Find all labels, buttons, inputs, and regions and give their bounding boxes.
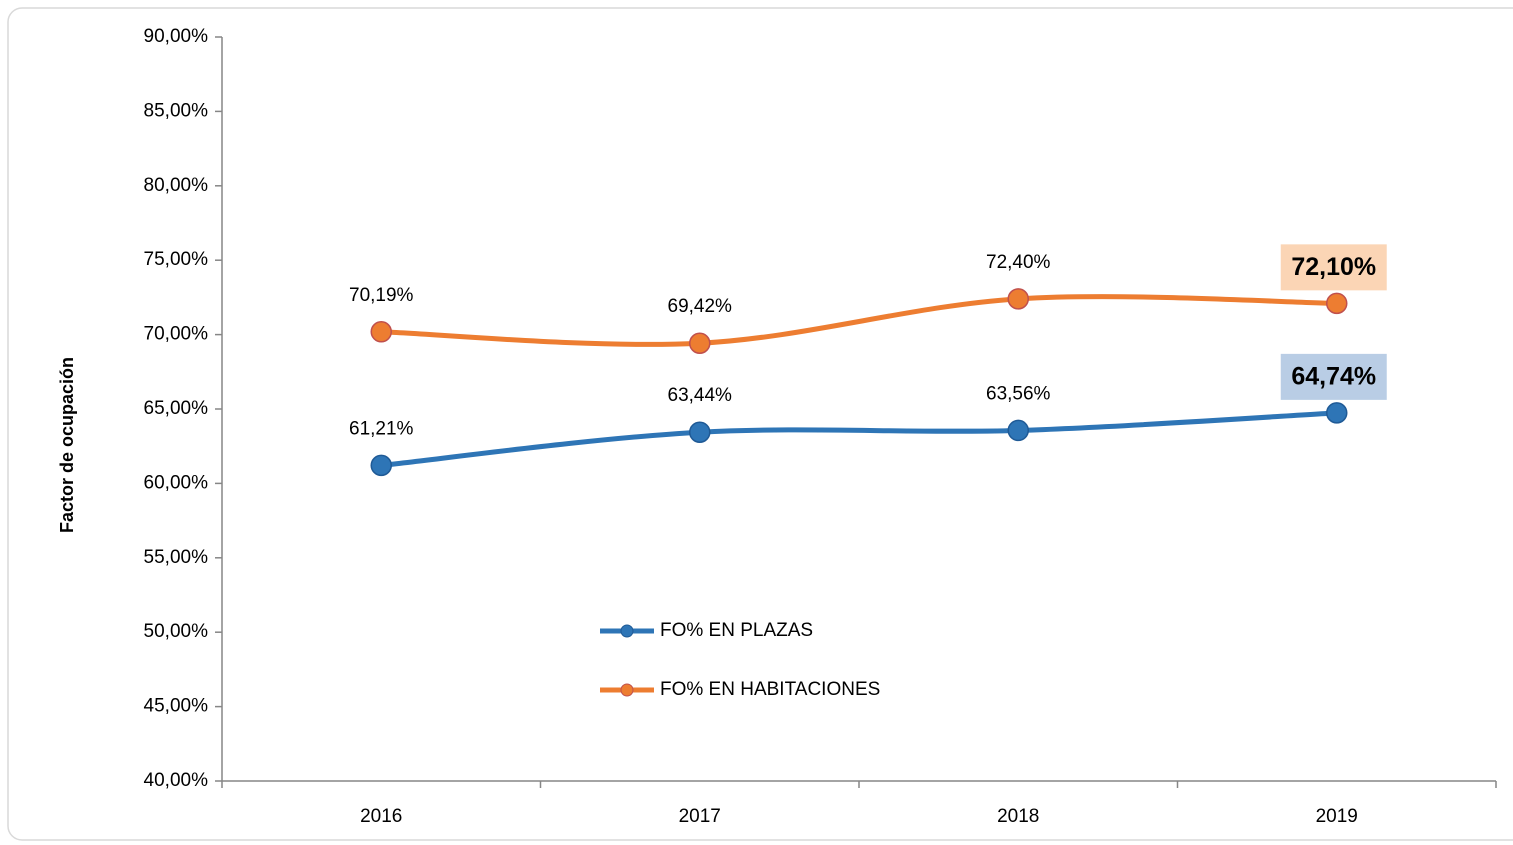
data-label: 63,56% bbox=[986, 383, 1051, 404]
data-label: 61,21% bbox=[349, 418, 414, 439]
highlight-box bbox=[1280, 244, 1387, 291]
point-marker bbox=[370, 321, 392, 343]
legend-label: FO% EN HABITACIONES bbox=[660, 679, 880, 700]
point-marker bbox=[1007, 419, 1029, 442]
legend-marker bbox=[620, 683, 634, 697]
point-marker bbox=[689, 421, 711, 443]
y-tick-label: 90,00% bbox=[144, 26, 209, 47]
y-tick-label: 55,00% bbox=[144, 547, 209, 568]
series-line bbox=[380, 410, 1337, 468]
legend-marker bbox=[620, 624, 634, 638]
y-tick-label: 40,00% bbox=[144, 770, 209, 791]
x-tick-label: 2016 bbox=[360, 806, 402, 827]
legend-label: FO% EN PLAZAS bbox=[660, 620, 813, 641]
x-tick-label: 2018 bbox=[997, 806, 1039, 827]
point-marker bbox=[370, 454, 392, 477]
series-line bbox=[381, 294, 1337, 347]
x-tick-label: 2017 bbox=[679, 806, 721, 827]
y-tick-label: 65,00% bbox=[144, 398, 209, 419]
y-tick-label: 80,00% bbox=[144, 175, 209, 196]
data-label: 72,10% bbox=[1291, 253, 1376, 281]
y-axis-title: Factor de ocupación bbox=[57, 357, 77, 533]
chart-frame bbox=[7, 7, 1513, 841]
point-marker bbox=[1007, 288, 1029, 310]
x-tick-label: 2019 bbox=[1316, 806, 1358, 827]
y-tick-label: 75,00% bbox=[144, 249, 209, 270]
y-tick-label: 60,00% bbox=[144, 472, 209, 493]
highlight-box bbox=[1280, 353, 1387, 400]
y-tick-label: 85,00% bbox=[144, 100, 209, 121]
point-marker bbox=[1326, 292, 1348, 315]
point-marker bbox=[1326, 402, 1348, 424]
data-label: 63,44% bbox=[668, 385, 733, 406]
y-tick-label: 45,00% bbox=[144, 696, 209, 717]
data-label: 72,40% bbox=[986, 252, 1051, 273]
data-label: 70,19% bbox=[349, 285, 414, 306]
y-tick-label: 50,00% bbox=[144, 621, 209, 642]
y-tick-label: 70,00% bbox=[144, 324, 209, 345]
point-marker bbox=[689, 332, 711, 354]
data-label: 64,74% bbox=[1291, 362, 1376, 390]
data-label: 69,42% bbox=[668, 296, 733, 317]
